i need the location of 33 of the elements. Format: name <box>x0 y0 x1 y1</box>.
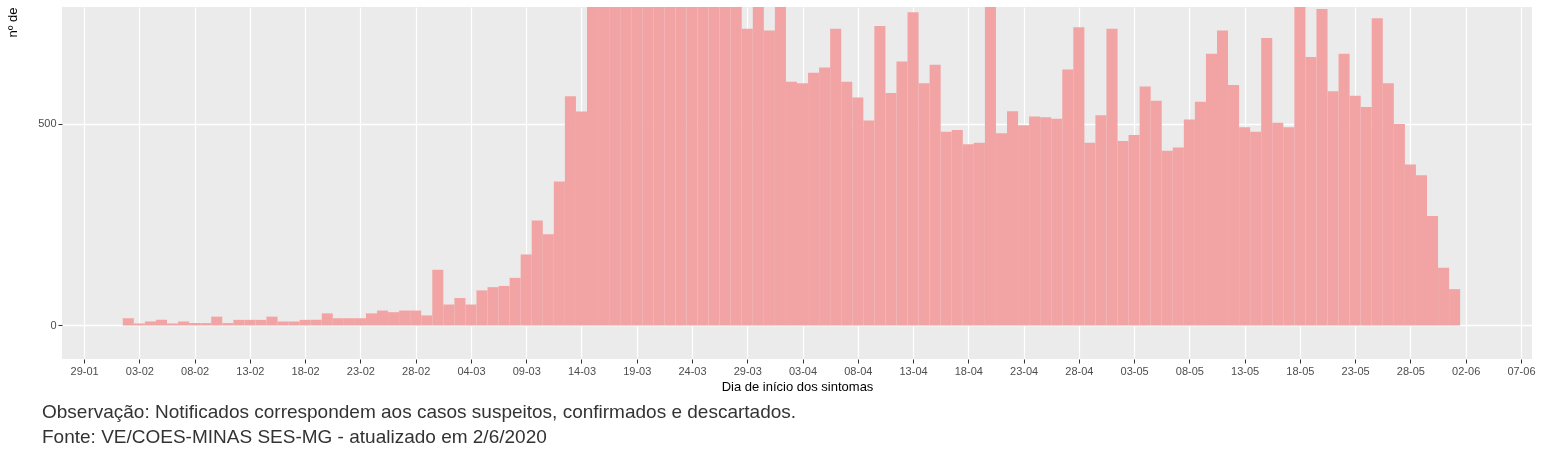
x-tick-label: 08-02 <box>181 364 210 377</box>
x-tick-label: 23-02 <box>346 364 375 377</box>
x-tick-label: 09-03 <box>512 364 541 377</box>
x-tick-label: 08-04 <box>844 364 873 377</box>
source-note: Fonte: VE/COES-MINAS SES-MG - atualizado em 2/6/2020 <box>42 425 548 449</box>
x-tick-label: 19-03 <box>623 364 652 377</box>
x-tick-label: 13-02 <box>236 364 265 377</box>
x-tick-label: 03-05 <box>1120 364 1149 377</box>
text: Observação: Notificados correspondem aos casos suspeitos, confirmados e descartados. <box>42 400 798 424</box>
x-tick-label: 29-01 <box>70 364 99 377</box>
x-tick-label: 03-04 <box>788 364 818 377</box>
x-tick-label: 02-06 <box>1452 364 1481 377</box>
x-tick-label: 18-05 <box>1286 364 1315 377</box>
x-tick-label: 08-05 <box>1175 364 1204 377</box>
x-tick-label: 29-03 <box>733 364 762 377</box>
x-tick-label: 13-04 <box>899 364 928 377</box>
x-tick-label: 14-03 <box>567 364 597 377</box>
x-tick-label: 07-06 <box>1507 364 1536 377</box>
x-tick-label: 24-03 <box>678 364 707 377</box>
x-tick-label: 28-02 <box>402 364 431 377</box>
x-tick-label: 04-03 <box>457 364 486 377</box>
x-tick-label: 13-05 <box>1231 364 1260 377</box>
x-tick-label: 28-05 <box>1396 364 1425 377</box>
y-axis-title: nº de <box>5 7 21 38</box>
y-tick-label: 0 <box>50 319 57 331</box>
x-tick-label: 18-02 <box>291 364 320 377</box>
x-tick-label: 23-04 <box>1010 364 1039 377</box>
x-tick-label: 03-02 <box>125 364 154 377</box>
y-tick-label: 500 <box>38 117 57 130</box>
x-tick-label: 28-04 <box>1065 364 1094 377</box>
x-tick-label: 18-04 <box>954 364 983 377</box>
x-axis-title: Dia de início dos sintomas <box>721 378 874 394</box>
x-tick-label: 23-05 <box>1341 364 1370 377</box>
